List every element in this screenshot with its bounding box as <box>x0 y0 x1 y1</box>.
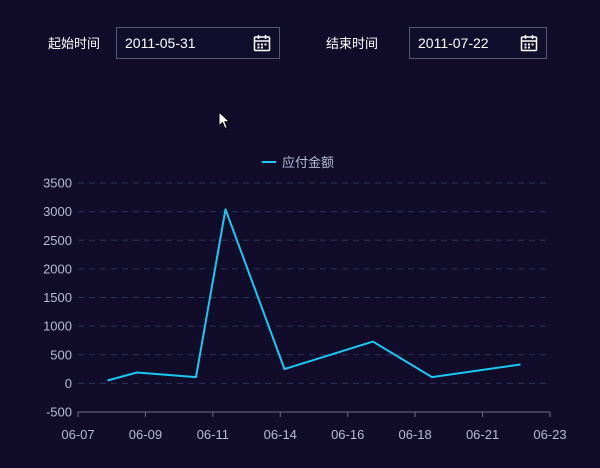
x-tick-label: 06-09 <box>129 427 162 442</box>
series-line <box>107 208 521 382</box>
y-tick-label: 2000 <box>43 261 72 276</box>
y-tick-label: 0 <box>65 376 72 391</box>
x-tick-label: 06-18 <box>399 427 432 442</box>
y-tick-label: 1500 <box>43 290 72 305</box>
mouse-pointer-icon <box>218 111 231 130</box>
y-tick-label: 1000 <box>43 319 72 334</box>
y-tick-label: 3000 <box>43 204 72 219</box>
y-tick-label: -500 <box>46 405 72 420</box>
calendar-icon[interactable] <box>520 34 538 52</box>
end-date-picker[interactable]: 2011-07-22 <box>409 27 547 59</box>
start-date-label: 起始时间 <box>48 37 101 52</box>
start-date-picker[interactable]: 2011-05-31 <box>116 27 280 59</box>
x-tick-label: 06-23 <box>533 427 566 442</box>
y-tick-label: 2500 <box>43 233 72 248</box>
y-tick-label: 3500 <box>43 176 72 191</box>
y-tick-label: 500 <box>50 347 72 362</box>
chart-legend[interactable]: 应付金额 <box>262 152 334 171</box>
x-tick-label: 06-11 <box>197 427 229 442</box>
x-tick-label: 06-21 <box>466 427 499 442</box>
end-date-value: 2011-07-22 <box>418 35 489 51</box>
start-date-value: 2011-05-31 <box>125 35 196 51</box>
x-tick-label: 06-14 <box>264 427 297 442</box>
x-tick-label: 06-16 <box>331 427 364 442</box>
x-tick-label: 06-07 <box>61 427 94 442</box>
end-date-label: 结束时间 <box>326 37 379 52</box>
legend-label: 应付金额 <box>282 156 335 171</box>
calendar-icon[interactable] <box>253 34 271 52</box>
legend-swatch <box>262 160 276 163</box>
date-filter-bar: 起始时间 2011-05-31 结束时间 2011-07-22 <box>0 0 600 80</box>
